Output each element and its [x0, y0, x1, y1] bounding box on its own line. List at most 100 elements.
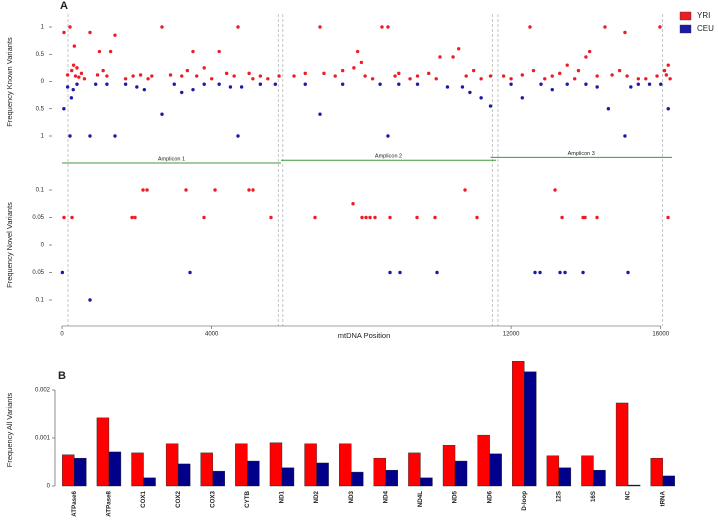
variant-point	[509, 77, 513, 81]
variant-point	[60, 270, 65, 275]
variant-point	[520, 96, 525, 100]
x-axis-title: mtDNA Position	[338, 331, 391, 340]
variant-point	[146, 77, 150, 81]
bar	[200, 452, 213, 487]
variant-point	[368, 215, 372, 220]
bar	[74, 457, 87, 487]
variant-point	[388, 270, 392, 275]
x-tick-label: COX1	[140, 490, 147, 507]
legend-label: YRI	[697, 11, 710, 20]
variant-point	[160, 112, 164, 116]
variant-point	[68, 134, 72, 138]
variant-point	[191, 87, 195, 92]
variant-point	[378, 82, 382, 86]
variant-point	[584, 55, 588, 59]
variant-point	[113, 33, 117, 37]
bar	[316, 462, 329, 487]
bar	[524, 371, 537, 487]
variant-point	[563, 270, 567, 275]
variant-point	[340, 68, 345, 73]
variant-point	[340, 82, 345, 86]
variant-point	[150, 74, 154, 78]
variant-point	[251, 77, 255, 81]
variant-point	[188, 270, 192, 275]
variant-point	[415, 74, 420, 78]
variant-point	[82, 77, 87, 81]
variant-point	[433, 215, 437, 220]
variant-point	[468, 90, 472, 95]
bar	[662, 475, 675, 487]
variant-point	[217, 82, 221, 86]
variant-point	[451, 55, 455, 59]
variant-point	[644, 77, 648, 81]
variant-point	[359, 60, 364, 65]
variant-point	[539, 82, 543, 86]
variant-point	[595, 215, 599, 220]
variant-point	[501, 74, 506, 78]
variant-point	[373, 215, 377, 220]
y-axis-title: Frequency Novel Variants	[5, 202, 14, 288]
variant-point	[160, 25, 164, 29]
variant-point	[202, 82, 206, 86]
variant-point	[258, 82, 263, 86]
variant-point	[636, 77, 641, 81]
variant-point	[228, 85, 233, 89]
bar	[627, 484, 641, 487]
variant-point	[456, 47, 461, 51]
variant-point	[65, 85, 70, 89]
bar	[177, 463, 191, 487]
x-tick-label: 4000	[205, 332, 219, 338]
bar	[593, 469, 606, 487]
variant-point	[71, 87, 75, 92]
variant-point	[623, 30, 627, 35]
x-tick-label: D-loop	[521, 491, 528, 511]
bar	[420, 477, 433, 487]
variant-point	[655, 74, 659, 78]
variant-point	[550, 74, 554, 78]
variant-point	[565, 63, 569, 67]
variant-point	[202, 66, 206, 70]
panel-letter: B	[58, 370, 66, 382]
y-tick-label: 0.05	[32, 270, 44, 276]
variant-point	[388, 215, 392, 220]
variant-point	[333, 74, 337, 78]
variant-point	[397, 82, 401, 86]
variant-point	[273, 82, 278, 86]
variant-point	[509, 82, 513, 86]
variant-point	[438, 55, 442, 59]
variant-point	[351, 202, 355, 206]
variant-point	[185, 68, 190, 73]
variant-point	[471, 68, 476, 73]
variant-point	[610, 73, 614, 77]
variant-point	[658, 25, 662, 29]
x-tick-label: ND4	[382, 490, 389, 503]
variant-point	[475, 215, 479, 220]
variant-point	[583, 215, 587, 220]
variant-point	[62, 107, 66, 111]
variant-point	[647, 82, 652, 86]
variant-point	[558, 71, 562, 76]
variant-point	[209, 77, 214, 81]
variant-point	[266, 77, 270, 81]
bar	[108, 451, 122, 487]
variant-point	[623, 134, 627, 138]
x-tick-label: ND1	[279, 490, 286, 503]
y-tick-label: 0	[41, 79, 45, 85]
variant-point	[236, 25, 240, 29]
variant-point	[603, 25, 607, 29]
variant-point	[543, 77, 547, 81]
bar	[235, 443, 248, 487]
variant-point	[142, 87, 147, 92]
variant-point	[195, 74, 199, 78]
variant-point	[93, 82, 98, 86]
variant-point	[587, 49, 592, 54]
bar	[512, 361, 525, 487]
variant-point	[131, 74, 135, 78]
variant-point	[617, 68, 622, 73]
variant-point	[180, 90, 184, 95]
variant-point	[251, 188, 255, 192]
amplicon-label: Amplicon 2	[375, 154, 402, 160]
bar	[558, 467, 572, 487]
variant-point	[393, 74, 397, 78]
variant-point	[292, 74, 296, 78]
